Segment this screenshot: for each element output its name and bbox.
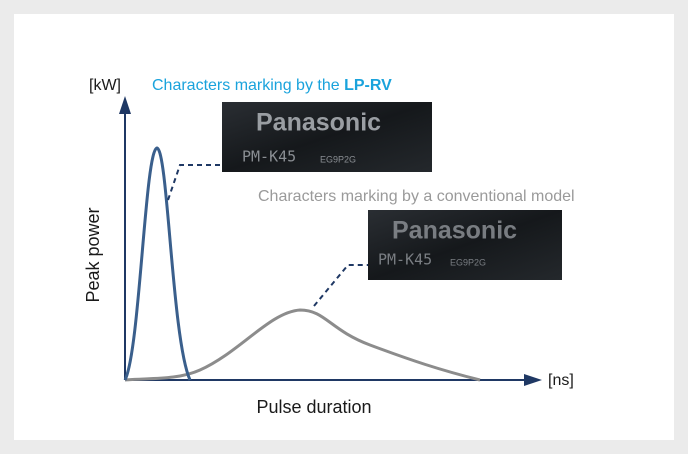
plate-model: PM-K45 [242,148,296,166]
plate-code: EG9P2G [320,154,356,164]
x-label: Pulse duration [256,397,371,417]
lprv-curve [123,146,192,381]
plate-code: EG9P2G [450,257,486,267]
lprv-label: Characters marking by the LP-RV [152,77,392,94]
y-label: Peak power [83,207,103,302]
lprv-prefix: Characters marking by the [152,77,344,94]
x-arrow [524,374,542,386]
y-arrow [119,96,131,114]
leader-conventional [313,264,368,307]
plate-brand: Panasonic [256,109,381,137]
y-unit: [kW] [89,77,121,94]
plate-brand: Panasonic [392,217,517,245]
lprv-model: LP-RV [344,77,392,94]
x-unit: [ns] [548,372,574,389]
plate-image [222,102,432,172]
plate-image [368,210,562,280]
leader-lprv [167,164,222,201]
plate-model: PM-K45 [378,251,432,269]
conventional-label: Characters marking by a conventional mod… [258,188,575,205]
